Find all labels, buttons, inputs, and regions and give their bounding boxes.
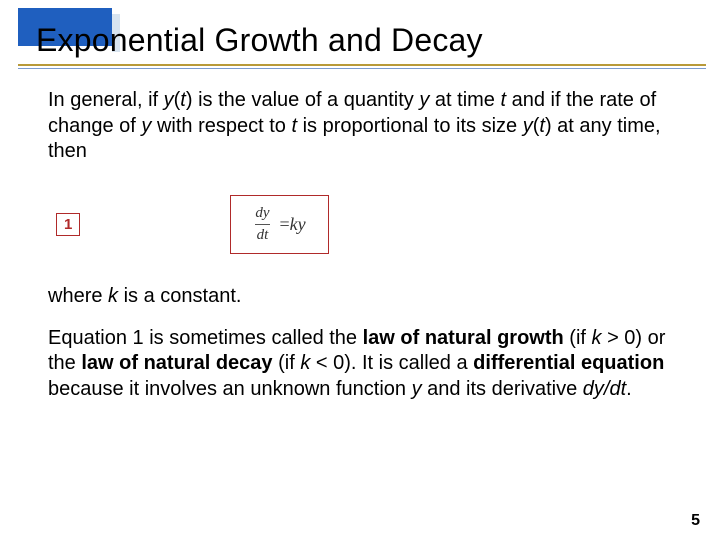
fraction: dy dt [253, 204, 271, 245]
equals: = [280, 213, 290, 236]
text: . [626, 378, 632, 400]
text: is proportional to its size [297, 115, 523, 137]
page-number: 5 [691, 512, 700, 530]
var-k: k [108, 285, 118, 307]
var-y: y [141, 115, 151, 137]
page-title: Exponential Growth and Decay [36, 22, 483, 59]
text: where [48, 285, 108, 307]
term-diff-eq: differential equation [473, 352, 664, 374]
text: In general, if [48, 89, 164, 111]
var-k: k [592, 327, 602, 349]
text: and its derivative [422, 378, 583, 400]
var-dy: dy [583, 378, 604, 400]
text: (if [273, 352, 301, 374]
text: with respect to [151, 115, 291, 137]
fraction-denominator: dt [255, 224, 271, 245]
var-y: y [412, 378, 422, 400]
title-rule-top [18, 64, 706, 66]
text: Equation 1 is sometimes called the [48, 327, 363, 349]
slide: Exponential Growth and Decay In general,… [0, 0, 720, 540]
var-dt: dt [609, 378, 626, 400]
definition-paragraph: Equation 1 is sometimes called the law o… [48, 326, 676, 403]
equation-rhs: ky [290, 213, 306, 236]
equation-box: dy dt = ky [230, 195, 328, 254]
text: ) [186, 89, 193, 111]
var-y: y [523, 115, 533, 137]
text: is a constant. [118, 285, 241, 307]
var-y: y [419, 89, 429, 111]
text: < 0). It is called a [310, 352, 473, 374]
intro-paragraph: In general, if y(t) is the value of a qu… [48, 88, 676, 165]
equation-number-box: 1 [56, 213, 80, 236]
title-rule-under [18, 68, 706, 69]
where-paragraph: where k is a constant. [48, 284, 676, 310]
text: ) [545, 115, 552, 137]
body-content: In general, if y(t) is the value of a qu… [48, 88, 676, 419]
equation-row: 1 dy dt = ky [56, 195, 676, 254]
term-law-decay: law of natural decay [81, 352, 272, 374]
text: (if [564, 327, 592, 349]
term-law-growth: law of natural growth [363, 327, 564, 349]
var-k: k [300, 352, 310, 374]
text: is the value of a quantity [193, 89, 420, 111]
text: at time [429, 89, 500, 111]
var-y: y [164, 89, 174, 111]
fraction-numerator: dy [253, 204, 271, 224]
text: because it involves an unknown function [48, 378, 412, 400]
